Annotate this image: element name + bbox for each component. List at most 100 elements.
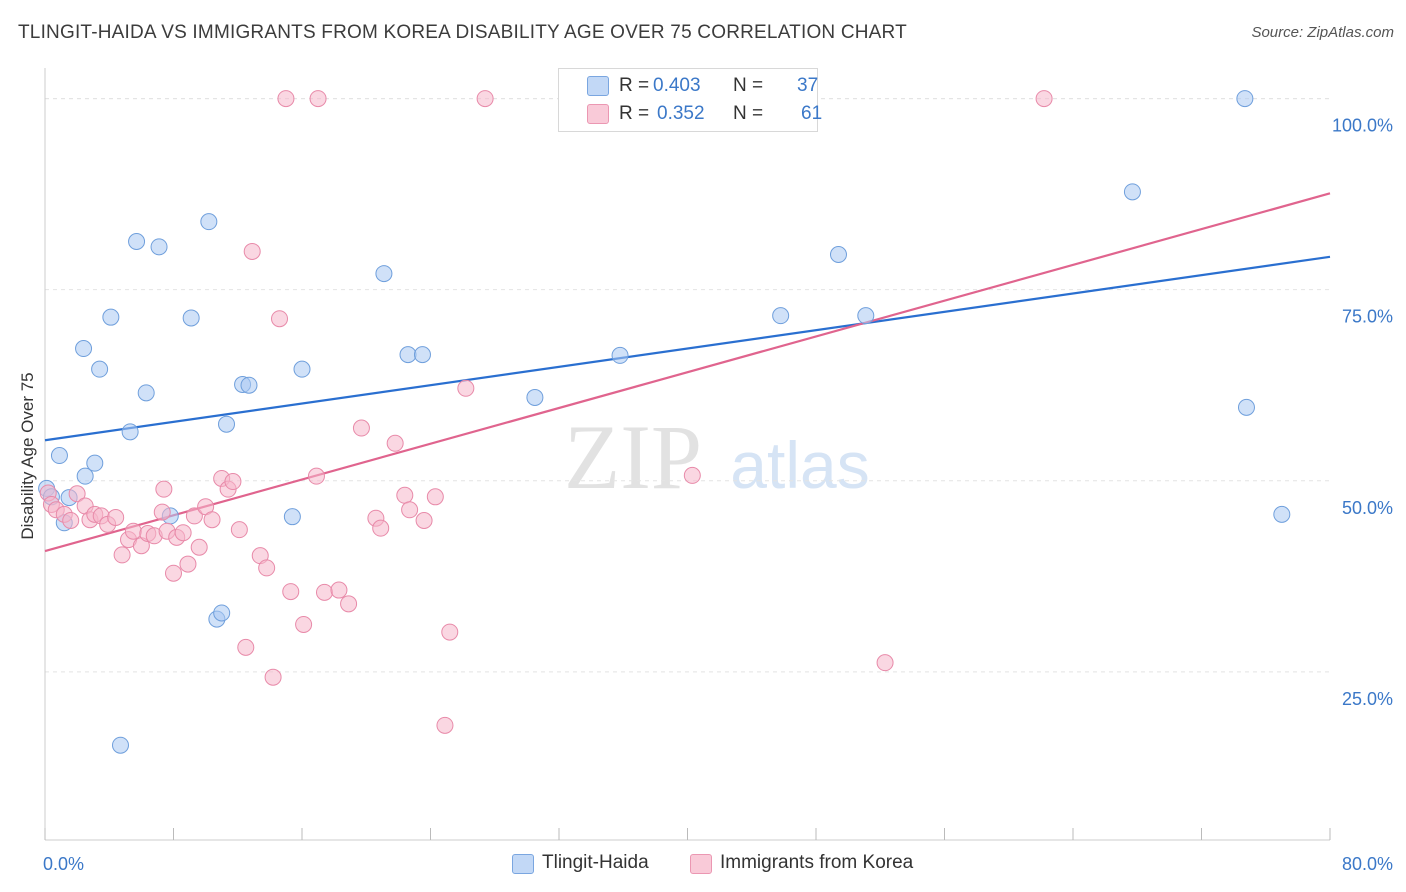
bottom-legend-swatch-pink xyxy=(690,854,712,874)
stats-legend: R = 0.403 N = 37 R = 0.352 N = 61 xyxy=(558,68,822,132)
data-point xyxy=(330,581,348,599)
legend-n-label: N = xyxy=(733,75,764,96)
data-point xyxy=(309,90,327,108)
data-point xyxy=(128,233,146,251)
data-point xyxy=(283,508,301,526)
trend-line-korea xyxy=(44,192,1331,553)
data-point xyxy=(76,467,94,485)
trend-line-tlingit-haida xyxy=(44,255,1331,442)
watermark-atlas: atlas xyxy=(730,428,869,502)
data-point xyxy=(277,90,295,108)
data-point xyxy=(107,508,125,526)
legend-n-value: 61 xyxy=(801,103,823,124)
data-point xyxy=(174,524,192,542)
data-point xyxy=(68,485,86,503)
data-point xyxy=(137,384,155,402)
data-point xyxy=(526,388,544,406)
data-point xyxy=(102,308,120,326)
data-point xyxy=(375,265,393,283)
data-point xyxy=(1123,183,1141,201)
data-point xyxy=(415,511,433,529)
legend-r-label: R = xyxy=(619,75,650,96)
bottom-legend-label: Immigrants from Korea xyxy=(720,852,914,873)
legend-swatch-blue xyxy=(587,76,609,96)
data-point xyxy=(165,564,182,582)
data-point xyxy=(230,521,248,539)
data-point xyxy=(243,242,261,260)
data-point xyxy=(182,309,200,327)
data-point xyxy=(829,246,847,264)
data-point xyxy=(75,340,93,358)
data-point xyxy=(413,346,431,364)
data-point xyxy=(1236,90,1254,108)
data-point xyxy=(200,213,218,231)
y-tick-label: 50.0% xyxy=(1342,498,1393,518)
data-point xyxy=(401,501,419,519)
data-point xyxy=(1273,505,1291,523)
data-point xyxy=(91,360,109,378)
watermark-zip: ZIP xyxy=(564,406,702,508)
data-point xyxy=(426,488,444,506)
data-point xyxy=(441,623,459,641)
data-point xyxy=(772,307,790,325)
trend-lines xyxy=(44,192,1331,553)
y-tick-label: 100.0% xyxy=(1332,116,1393,136)
data-point xyxy=(857,307,875,325)
data-point xyxy=(307,467,325,485)
data-point xyxy=(237,638,255,656)
data-point xyxy=(190,538,208,556)
data-point xyxy=(124,522,142,540)
data-point xyxy=(396,486,414,504)
data-point xyxy=(282,583,300,601)
bottom-legend-swatch-blue xyxy=(512,854,534,874)
x-tick-label: 80.0% xyxy=(1342,854,1393,874)
axes xyxy=(44,68,1331,841)
data-point xyxy=(111,736,129,754)
legend-r-value: 0.352 xyxy=(657,103,705,124)
data-points xyxy=(38,90,1291,754)
x-tick-label: 0.0% xyxy=(43,854,84,874)
data-point xyxy=(295,615,313,633)
data-point xyxy=(258,559,276,577)
data-point xyxy=(113,546,131,564)
data-point xyxy=(876,654,894,672)
data-point xyxy=(240,376,258,394)
data-point xyxy=(224,473,242,491)
data-point xyxy=(611,346,629,364)
legend-r-label: R = xyxy=(619,103,650,124)
data-point xyxy=(340,595,358,613)
data-point xyxy=(218,415,236,433)
legend-swatch-pink xyxy=(587,104,609,124)
data-point xyxy=(86,454,104,472)
data-point xyxy=(150,238,168,256)
watermark: ZIP atlas xyxy=(564,406,870,508)
data-point xyxy=(315,583,333,601)
y-tick-label: 25.0% xyxy=(1342,689,1393,709)
data-point xyxy=(153,503,171,521)
data-point xyxy=(1237,398,1255,416)
legend-r-value: 0.403 xyxy=(653,75,701,96)
data-point xyxy=(436,716,454,734)
data-point xyxy=(1035,90,1053,108)
y-tick-label: 75.0% xyxy=(1342,307,1393,327)
data-point xyxy=(683,466,701,484)
source-credit: Source: ZipAtlas.com xyxy=(1251,24,1394,41)
series-korea xyxy=(39,90,1053,734)
data-point xyxy=(213,604,231,622)
data-point xyxy=(62,511,80,529)
data-point xyxy=(293,360,311,378)
bottom-legend-label: Tlingit-Haida xyxy=(542,852,649,873)
tick-labels: 25.0% 50.0% 75.0% 100.0% 0.0% 80.0% xyxy=(43,116,1393,874)
data-point xyxy=(352,419,370,437)
data-point xyxy=(271,310,289,328)
data-point xyxy=(185,507,203,525)
legend-n-label: N = xyxy=(733,103,764,124)
data-point xyxy=(386,434,404,452)
chart-title: TLINGIT-HAIDA VS IMMIGRANTS FROM KOREA D… xyxy=(18,22,907,43)
data-point xyxy=(155,480,173,498)
data-point xyxy=(476,90,494,108)
data-point xyxy=(121,423,139,441)
data-point xyxy=(372,519,390,537)
data-point xyxy=(203,511,221,529)
